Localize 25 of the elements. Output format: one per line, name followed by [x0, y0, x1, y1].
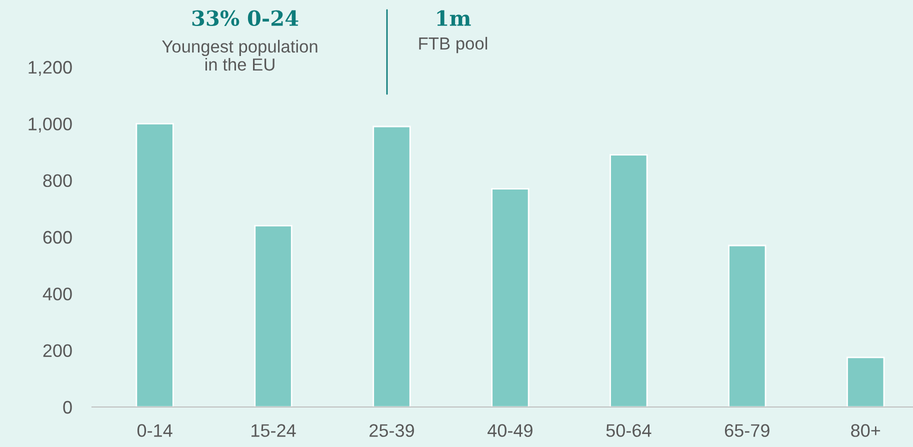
bar: [372, 126, 411, 407]
x-tick-label: 80+: [851, 424, 880, 437]
y-tick-label: 0: [63, 400, 72, 414]
y-tick-label: 1,200: [28, 60, 72, 76]
text: FTB pool: [419, 36, 488, 54]
y-tick-label: 200: [43, 344, 72, 358]
bar: [136, 122, 174, 407]
y-tick-label: 600: [43, 230, 72, 244]
text: 33% 0-24: [192, 10, 298, 26]
annotation: Youngest population in the EU: [162, 40, 318, 71]
y-tick-label: 1,000: [28, 118, 72, 133]
bar: [254, 224, 292, 407]
x-tick-label: 65-79: [724, 424, 770, 437]
y-tick-label: 800: [43, 174, 72, 188]
text: 1m: [437, 10, 471, 26]
x-tick-label: 40-49: [488, 424, 532, 437]
bar: [728, 244, 766, 407]
bar: [491, 188, 530, 407]
x-tick-label: 50-64: [606, 424, 652, 437]
x-tick-label: 0-14: [137, 424, 172, 437]
x-tick-label: 25-39: [370, 424, 414, 437]
x-tick-label: 15-24: [252, 424, 296, 437]
bar: [610, 154, 648, 407]
bar: [846, 356, 885, 407]
y-tick-label: 400: [42, 288, 72, 300]
